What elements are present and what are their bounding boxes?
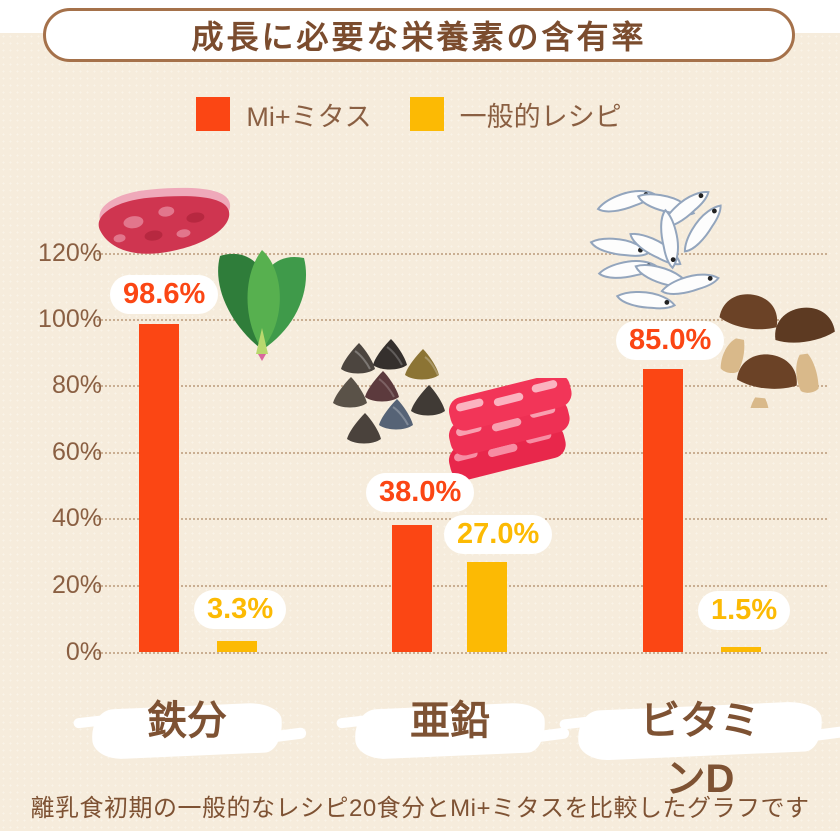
bar-vitamind-general (721, 647, 761, 652)
bar-vitamind-mitasu (643, 369, 683, 652)
chart-background (0, 33, 840, 831)
ytick-40: 40% (51, 504, 102, 532)
value-label-iron-mitasu: 98.6% (110, 275, 219, 314)
gridline-20 (85, 585, 827, 587)
ytick-20: 20% (51, 571, 102, 599)
gridline-100 (85, 319, 827, 321)
value-label-zinc-mitasu: 38.0% (366, 473, 475, 512)
legend-label-general: 一般的レシピ (459, 101, 622, 132)
value-label-vitamind-mitasu: 85.0% (616, 321, 725, 360)
ytick-60: 60% (51, 438, 102, 466)
bottom-edge (0, 831, 840, 837)
beef-steak-illustration (98, 187, 231, 254)
ytick-120: 120% (38, 239, 102, 267)
chart-caption: 離乳食初期の一般的なレシピ20食分とMi+ミタスを比較したグラフです (30, 795, 810, 822)
gridline-120 (85, 253, 827, 255)
category-label-iron: 鉄分 (90, 688, 284, 761)
shirasu-fish-illustration (588, 183, 722, 312)
legend-swatch-general (409, 97, 444, 131)
chart-legend: Mi+ミタス 一般的レシピ (0, 94, 840, 134)
shiitake-mushrooms-illustration (719, 294, 835, 408)
legend-swatch-mitasu (196, 97, 231, 131)
bar-iron-general (217, 641, 257, 652)
value-label-iron-general: 3.3% (194, 590, 287, 629)
legend-label-mitasu: Mi+ミタス (246, 101, 372, 132)
category-label-vitamind: ビタミンD (577, 688, 823, 804)
ytick-100: 100% (38, 305, 102, 333)
ytick-0: 0% (65, 638, 102, 666)
bar-iron-mitasu (139, 324, 179, 652)
bar-zinc-general (467, 562, 507, 652)
sliced-beef-illustration (448, 378, 572, 481)
gridline-80 (85, 385, 827, 387)
gridline-0 (85, 652, 827, 654)
ytick-80: 80% (51, 371, 102, 399)
clams-illustration (333, 339, 445, 444)
page-title: 成長に必要な栄養素の含有率 (43, 8, 795, 62)
value-label-vitamind-general: 1.5% (698, 591, 791, 630)
bar-zinc-mitasu (392, 525, 432, 652)
category-label-zinc: 亜鉛 (353, 688, 547, 761)
spinach-illustration (218, 250, 307, 361)
value-label-zinc-general: 27.0% (444, 515, 553, 554)
